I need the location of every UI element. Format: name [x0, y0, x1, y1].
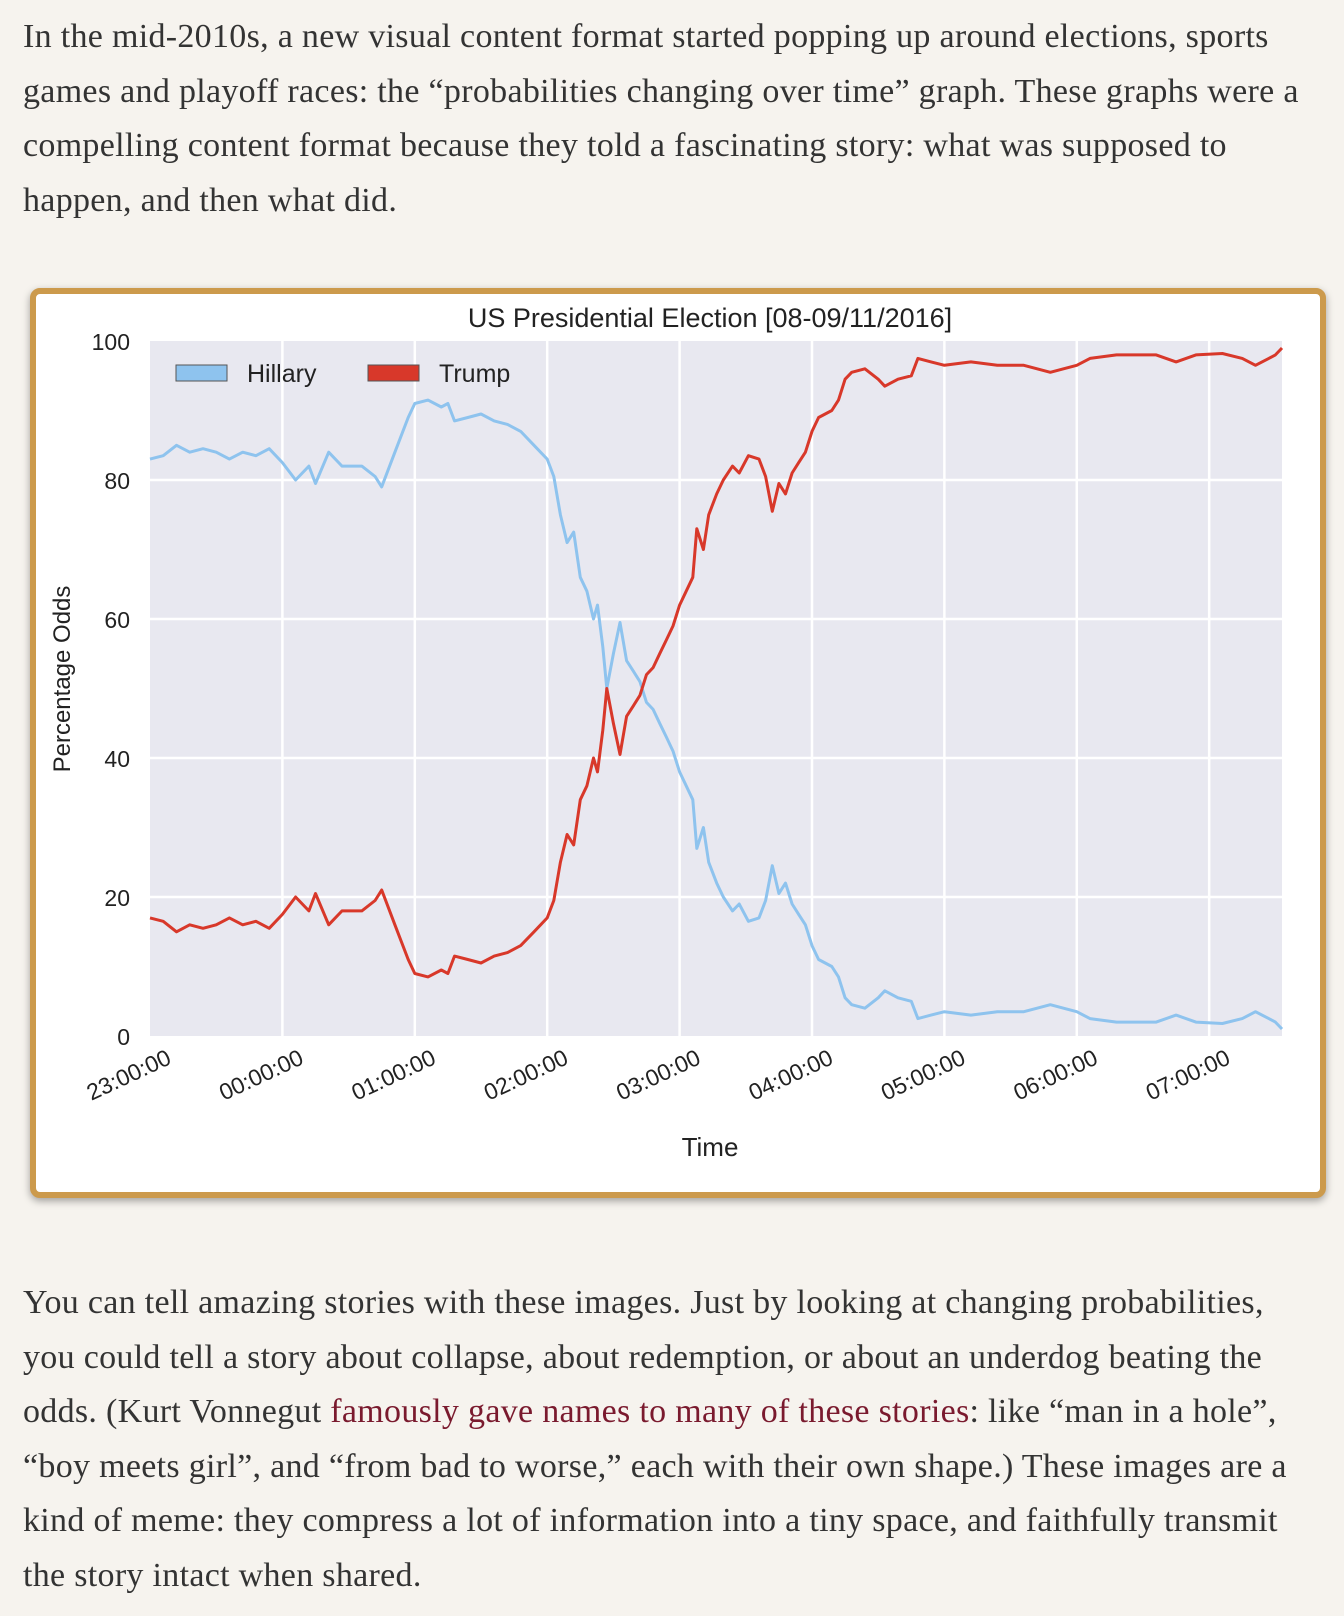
body-text-before-link: You can tell amazing stories with these …	[23, 1284, 1264, 1430]
plot-area	[150, 341, 1282, 1036]
legend-swatch-trump	[367, 364, 420, 382]
body-text-after-link: : like “man in a hole”, “boy meets girl”…	[23, 1393, 1287, 1594]
legend-label-trump: Trump	[439, 360, 510, 388]
x-tick-label: 06:00:00	[1009, 1044, 1101, 1105]
y-tick-label: 80	[104, 468, 130, 494]
legend-swatch-hillary	[175, 364, 228, 382]
y-tick-label: 0	[117, 1024, 130, 1050]
chart-title: US Presidential Election [08-09/11/2016]	[468, 303, 952, 333]
x-tick-label: 04:00:00	[745, 1044, 837, 1105]
intro-paragraph: In the mid-2010s, a new visual content f…	[23, 18, 1299, 219]
x-tick-label: 01:00:00	[347, 1044, 439, 1105]
x-tick-label: 05:00:00	[877, 1044, 969, 1105]
series-line-trump	[149, 346, 1284, 979]
y-tick-label: 100	[92, 329, 130, 355]
series-lines	[149, 346, 1284, 1031]
series-line-hillary	[149, 398, 1284, 1031]
y-tick-label: 20	[104, 885, 130, 911]
vonnegut-stories-link[interactable]: famously gave names to many of these sto…	[330, 1393, 970, 1430]
y-tick-label: 40	[104, 746, 130, 772]
x-tick-label: 07:00:00	[1142, 1044, 1234, 1105]
legend-label-hillary: Hillary	[247, 360, 317, 388]
x-tick-label: 03:00:00	[612, 1044, 704, 1105]
y-axis-label: Percentage Odds	[49, 586, 76, 773]
gridlines	[150, 341, 1282, 1036]
x-tick-label: 02:00:00	[480, 1044, 572, 1105]
x-axis-label: Time	[682, 1132, 739, 1162]
election-odds-chart: 0 20 40 60 80 100 23:00:00 00:00:00 01:00:00 02:0…	[49, 303, 1284, 1162]
chart-figure: 0 20 40 60 80 100 23:00:00 00:00:00 01:00:00 02:0…	[30, 288, 1326, 1198]
legend: Hillary Trump	[175, 360, 510, 388]
y-tick-label: 60	[104, 607, 130, 633]
x-tick-label: 00:00:00	[215, 1044, 307, 1105]
x-tick-label: 23:00:00	[83, 1044, 175, 1105]
body-paragraph: You can tell amazing stories with these …	[23, 1276, 1323, 1603]
